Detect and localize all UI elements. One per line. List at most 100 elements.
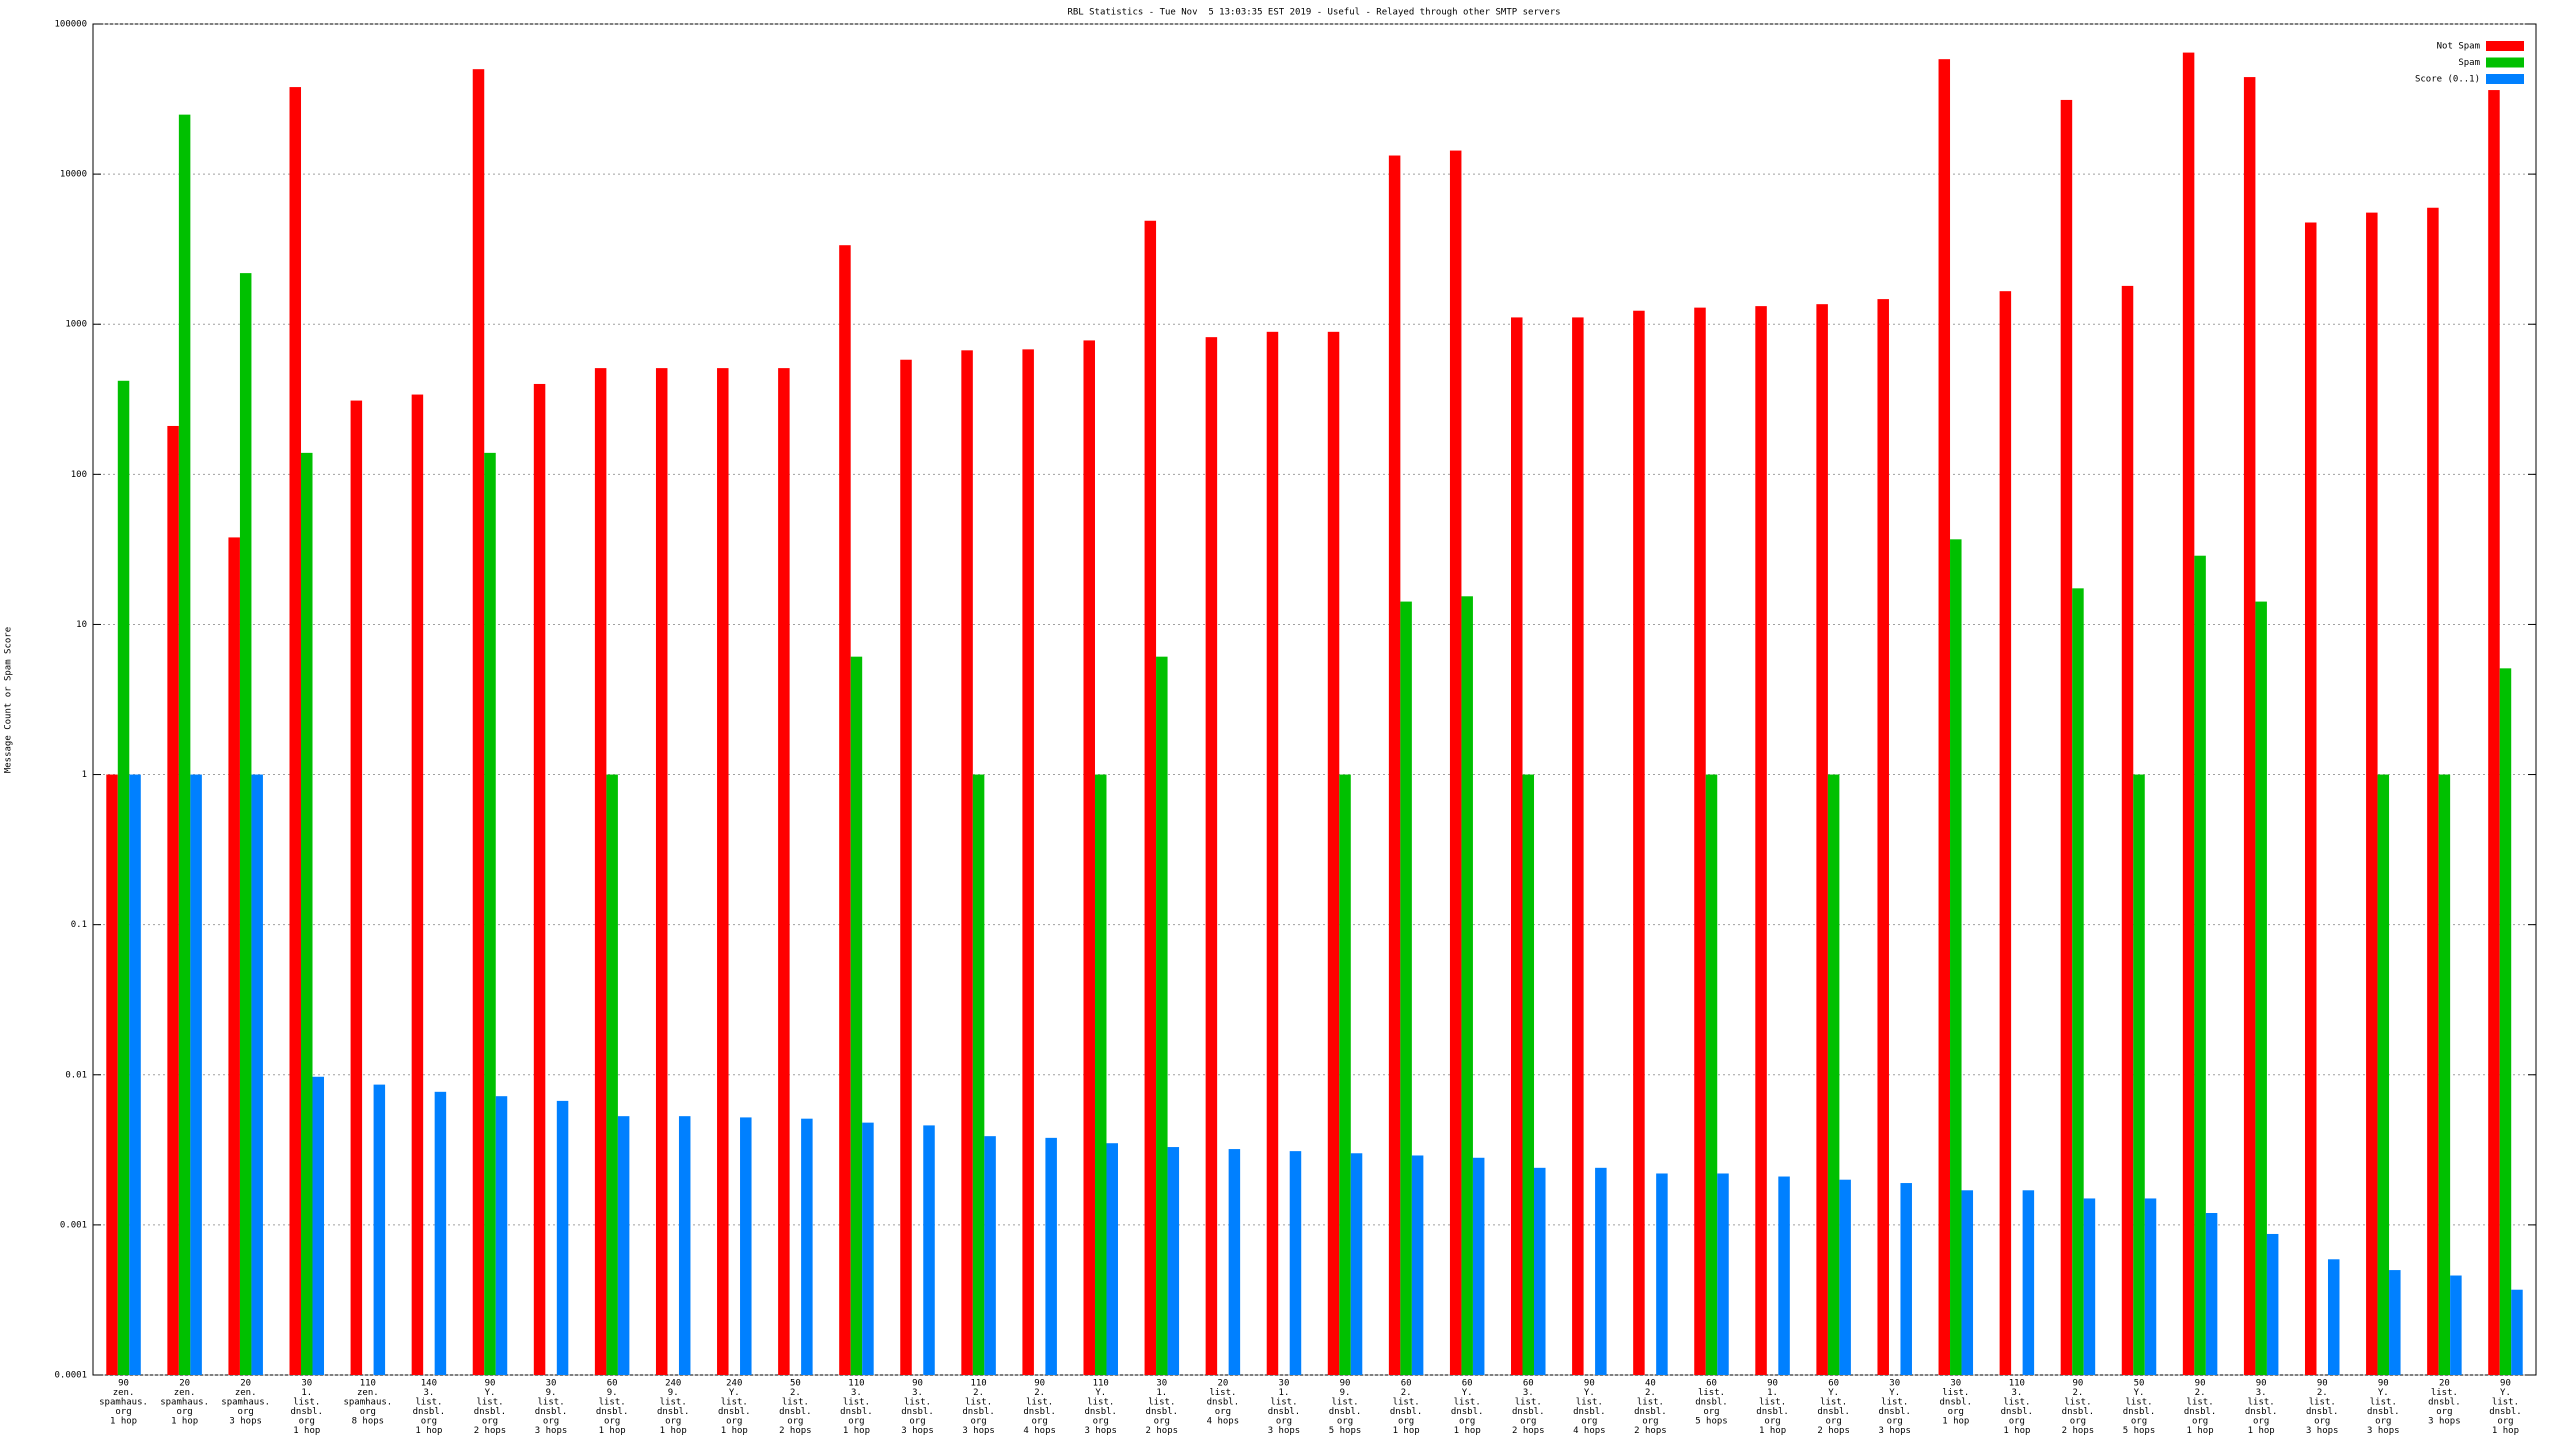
x-tick-label: 3. xyxy=(851,1388,862,1398)
bar xyxy=(1411,1155,1424,1375)
x-tick-label: 3 hops xyxy=(2428,1417,2461,1427)
bar xyxy=(533,383,546,1376)
bar xyxy=(1950,539,1962,1375)
x-tick-label: org xyxy=(299,1417,315,1427)
x-tick-label: dnsbl. xyxy=(1878,1407,1911,1417)
x-tick-label: list. xyxy=(1148,1398,1175,1408)
bar xyxy=(2121,285,2134,1376)
x-tick-label: 1 hop xyxy=(171,1417,198,1427)
x-tick-label: 1 hop xyxy=(2248,1426,2275,1436)
x-tick-label: 30 xyxy=(1156,1379,1167,1389)
x-tick-label: list. xyxy=(2187,1398,2214,1408)
x-tick-label: list. xyxy=(599,1398,626,1408)
x-tick-label: Y. xyxy=(2378,1388,2389,1398)
x-tick-label: 2. xyxy=(973,1388,984,1398)
y-tick-label: 1 xyxy=(82,770,87,780)
x-tick-label: 1. xyxy=(301,1388,312,1398)
bar xyxy=(1839,1179,1851,1375)
x-tick-label: 3. xyxy=(2256,1388,2267,1398)
x-tick-label: Y. xyxy=(1889,1388,1900,1398)
x-tick-label: dnsbl. xyxy=(291,1407,324,1417)
bar xyxy=(495,1096,508,1375)
bar xyxy=(1633,310,1645,1376)
x-tick-label: org xyxy=(2253,1417,2269,1427)
bar xyxy=(228,537,240,1375)
x-tick-label: 90 xyxy=(1340,1379,1351,1389)
x-tick-label: 3 hops xyxy=(962,1426,995,1436)
x-tick-label: list. xyxy=(2492,1398,2519,1408)
x-tick-label: 2 hops xyxy=(1634,1426,1667,1436)
x-tick-label: 40 xyxy=(1645,1379,1656,1389)
bar xyxy=(2060,99,2073,1376)
bar xyxy=(2144,1198,2157,1375)
bar xyxy=(2377,774,2390,1375)
x-tick-label: org xyxy=(2314,1417,2330,1427)
bar xyxy=(239,273,252,1375)
x-tick-label: list. xyxy=(721,1398,748,1408)
x-tick-label: list. xyxy=(415,1398,442,1408)
x-tick-label: 240 xyxy=(726,1379,742,1389)
bar xyxy=(1900,1183,1912,1375)
x-tick-label: 2. xyxy=(1645,1388,1656,1398)
x-tick-label: list. xyxy=(1820,1398,1847,1408)
y-tick-label: 0.0001 xyxy=(54,1371,87,1381)
x-tick-label: 20 xyxy=(1217,1379,1228,1389)
x-tick-label: 60 xyxy=(1462,1379,1473,1389)
x-tick-label: 30 xyxy=(1279,1379,1290,1389)
x-tick-label: 60 xyxy=(1706,1379,1717,1389)
x-tick-label: dnsbl. xyxy=(1756,1407,1789,1417)
bar xyxy=(1511,317,1523,1376)
x-tick-label: org xyxy=(1276,1417,1292,1427)
bar xyxy=(1022,349,1034,1375)
bar xyxy=(1094,774,1107,1375)
x-tick-label: list. xyxy=(476,1398,503,1408)
y-tick-label: 1000 xyxy=(65,320,87,330)
x-tick-label: 2. xyxy=(2073,1388,2084,1398)
x-tick-label: 2 hops xyxy=(474,1426,507,1436)
bar xyxy=(1266,331,1279,1375)
x-tick-label: org xyxy=(1154,1417,1170,1427)
bar xyxy=(484,452,496,1375)
legend-swatch xyxy=(2486,57,2524,68)
x-tick-label: list. xyxy=(2431,1388,2458,1398)
bar xyxy=(2450,1275,2462,1375)
x-tick-label: org xyxy=(115,1407,131,1417)
x-tick-label: Y. xyxy=(2134,1388,2145,1398)
bar xyxy=(1461,596,1473,1375)
x-tick-label: 2 hops xyxy=(779,1426,812,1436)
x-tick-label: 20 xyxy=(2439,1379,2450,1389)
x-tick-label: spamhaus. xyxy=(221,1398,270,1408)
bar xyxy=(655,368,668,1375)
x-tick-label: Y. xyxy=(2500,1388,2511,1398)
x-tick-label: 90 xyxy=(2500,1379,2511,1389)
x-tick-label: 3. xyxy=(423,1388,434,1398)
x-tick-label: 90 xyxy=(2073,1379,2084,1389)
bar xyxy=(178,114,191,1375)
bar xyxy=(1289,1151,1302,1375)
x-tick-label: dnsbl. xyxy=(1207,1398,1240,1408)
bar xyxy=(984,1136,996,1375)
x-tick-label: 1 hop xyxy=(2492,1426,2519,1436)
x-tick-label: 90 xyxy=(1584,1379,1595,1389)
x-tick-label: list. xyxy=(1454,1398,1481,1408)
bar xyxy=(1816,304,1828,1376)
x-tick-label: 1. xyxy=(1767,1388,1778,1398)
x-tick-label: 1 hop xyxy=(293,1426,320,1436)
x-tick-label: list. xyxy=(1026,1398,1053,1408)
x-tick-label: 2. xyxy=(2195,1388,2206,1398)
x-tick-label: dnsbl. xyxy=(2428,1398,2461,1408)
x-tick-label: list. xyxy=(2309,1398,2336,1408)
x-tick-label: org xyxy=(176,1407,192,1417)
bar xyxy=(1572,317,1584,1376)
x-tick-label: dnsbl. xyxy=(535,1407,568,1417)
x-tick-label: dnsbl. xyxy=(1023,1407,1056,1417)
x-tick-label: org xyxy=(1581,1417,1597,1427)
x-tick-label: zen. xyxy=(113,1388,135,1398)
x-tick-label: 110 xyxy=(360,1379,376,1389)
x-tick-label: Y. xyxy=(729,1388,740,1398)
x-tick-label: 1 hop xyxy=(2187,1426,2214,1436)
x-tick-label: list. xyxy=(2248,1398,2275,1408)
x-tick-label: 90 xyxy=(2256,1379,2267,1389)
bar xyxy=(373,1084,386,1375)
x-tick-label: 60 xyxy=(1523,1379,1534,1389)
